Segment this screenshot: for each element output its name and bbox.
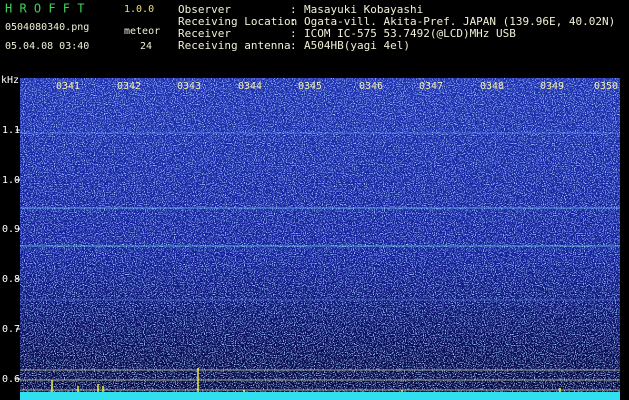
spectrogram bbox=[20, 78, 620, 400]
axis-unit: kHz bbox=[1, 75, 19, 86]
time-label: 0350 bbox=[594, 81, 618, 92]
info-value: Ogata-vill. Akita-Pref. JAPAN (139.96E, … bbox=[304, 15, 615, 28]
app-version: 1.0.0 bbox=[124, 4, 154, 15]
freq-label: 0.8 bbox=[2, 274, 20, 285]
info-label: Receiving Location bbox=[178, 15, 297, 28]
time-label: 0346 bbox=[359, 81, 383, 92]
time-axis: 0341 0342 0343 0344 0345 0346 0347 0348 … bbox=[56, 81, 618, 92]
time-label: 0348 bbox=[480, 81, 504, 92]
time-label: 0345 bbox=[298, 81, 322, 92]
freq-label: 0.9 bbox=[2, 224, 20, 235]
meteor-count: 24 bbox=[140, 41, 152, 52]
filename: 0504080340.png bbox=[5, 22, 89, 33]
info-label: Receiving antenna bbox=[178, 39, 291, 52]
info-colon: : bbox=[290, 27, 297, 40]
freq-label: 0.7 bbox=[2, 324, 20, 335]
info-colon: : bbox=[290, 15, 297, 28]
timestamp: 05.04.08 03:40 bbox=[5, 41, 89, 52]
info-colon: : bbox=[290, 3, 297, 16]
time-label: 0343 bbox=[177, 81, 201, 92]
station-info: Observer : Masayuki Kobayashi Receiving … bbox=[178, 3, 615, 52]
time-label: 0342 bbox=[117, 81, 141, 92]
info-label: Observer bbox=[178, 3, 231, 16]
time-label: 0341 bbox=[56, 81, 80, 92]
meteor-label: meteor bbox=[124, 26, 160, 37]
info-value: ICOM IC-575 53.7492(@LCD)MHz USB bbox=[304, 27, 516, 40]
info-colon: : bbox=[290, 39, 297, 52]
frequency-axis: kHz 1.1 1.0 0.9 0.8 0.7 0.6 bbox=[1, 75, 20, 385]
time-label: 0344 bbox=[238, 81, 262, 92]
info-value: A504HB(yagi 4el) bbox=[304, 39, 410, 52]
freq-label: 1.1 bbox=[2, 125, 20, 136]
info-value: Masayuki Kobayashi bbox=[304, 3, 423, 16]
freq-ticks bbox=[16, 129, 20, 380]
freq-label: 1.0 bbox=[2, 175, 20, 186]
info-label: Receiver bbox=[178, 27, 231, 40]
time-label: 0349 bbox=[540, 81, 564, 92]
baseline-band bbox=[20, 392, 620, 400]
freq-label: 0.6 bbox=[2, 374, 20, 385]
time-label: 0347 bbox=[419, 81, 443, 92]
spectrogram-noise bbox=[20, 78, 620, 400]
app-name: H R O F F T bbox=[5, 2, 84, 16]
